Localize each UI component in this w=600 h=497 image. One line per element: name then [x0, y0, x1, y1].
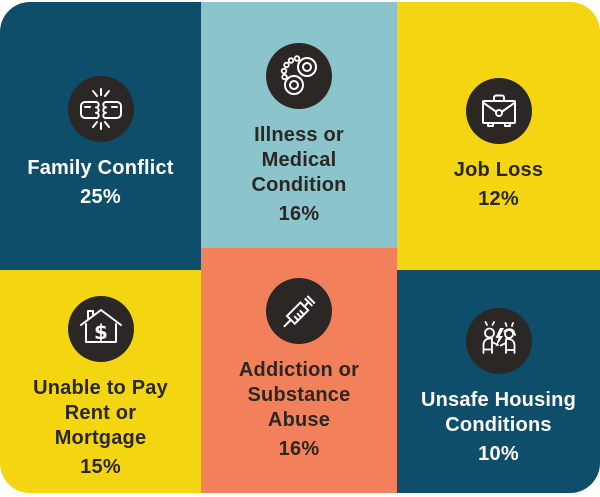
- tile-label: Unable to Pay Rent or Mortgage 15%: [33, 376, 168, 480]
- tile-percent: 16%: [278, 438, 320, 460]
- tile-unsafe-housing-conditions: Unsafe Housing Conditions 10%: [397, 270, 600, 493]
- tile-label-line: Illness or: [254, 124, 344, 146]
- grid-column-2: Illness or Medical Condition 16%: [201, 2, 397, 493]
- tile-label-line: Conditions: [445, 414, 552, 436]
- tile-label: Unsafe Housing Conditions 10%: [421, 388, 576, 467]
- tile-illness-medical-condition: Illness or Medical Condition 16%: [201, 2, 397, 248]
- tile-label: Addiction or Substance Abuse 16%: [239, 358, 359, 462]
- tile-percent: 10%: [478, 443, 519, 465]
- tile-label-line: Condition: [251, 174, 347, 196]
- tile-label-line: Unsafe Housing: [420, 389, 577, 411]
- tile-family-conflict: Family Conflict 25%: [0, 2, 201, 270]
- tile-addiction-substance-abuse: Addiction or Substance Abuse 16%: [201, 248, 397, 493]
- tile-label: Family Conflict 25%: [27, 156, 173, 210]
- tile-percent: 12%: [478, 188, 519, 210]
- people-arguing-icon: [465, 308, 532, 374]
- tile-label: Illness or Medical Condition 16%: [251, 123, 346, 227]
- tile-label-line: Addiction or: [238, 359, 360, 381]
- tile-label-line: Substance: [247, 384, 351, 406]
- briefcase-icon: [465, 78, 532, 144]
- tile-label-line: Medical: [261, 149, 337, 171]
- fist-bump-icon: [67, 76, 134, 142]
- tile-label: Job Loss 12%: [454, 158, 543, 212]
- tile-label-line: Unable to Pay: [33, 377, 168, 399]
- tile-label-line: Family Conflict: [27, 157, 174, 179]
- tile-label-line: Rent or: [64, 402, 137, 424]
- svg-text:$: $: [94, 320, 108, 344]
- tile-label-line: Job Loss: [453, 159, 544, 181]
- syringe-icon: [266, 278, 332, 344]
- grid-column-1: Family Conflict 25% $ Un: [0, 2, 201, 493]
- tile-percent: 15%: [80, 456, 121, 478]
- tile-job-loss: Job Loss 12%: [397, 2, 600, 270]
- tile-percent: 16%: [278, 203, 320, 225]
- house-dollar-icon: $: [67, 296, 134, 362]
- handcuffs-icon: [266, 43, 332, 109]
- tile-percent: 25%: [80, 186, 121, 208]
- tile-unable-to-pay-rent-or-mortgage: $ Unable to Pay Rent or Mortgage 15%: [0, 270, 201, 493]
- grid-column-3: Job Loss 12%: [397, 2, 600, 493]
- tile-label-line: Abuse: [267, 409, 331, 431]
- tile-label-line: Mortgage: [54, 427, 147, 449]
